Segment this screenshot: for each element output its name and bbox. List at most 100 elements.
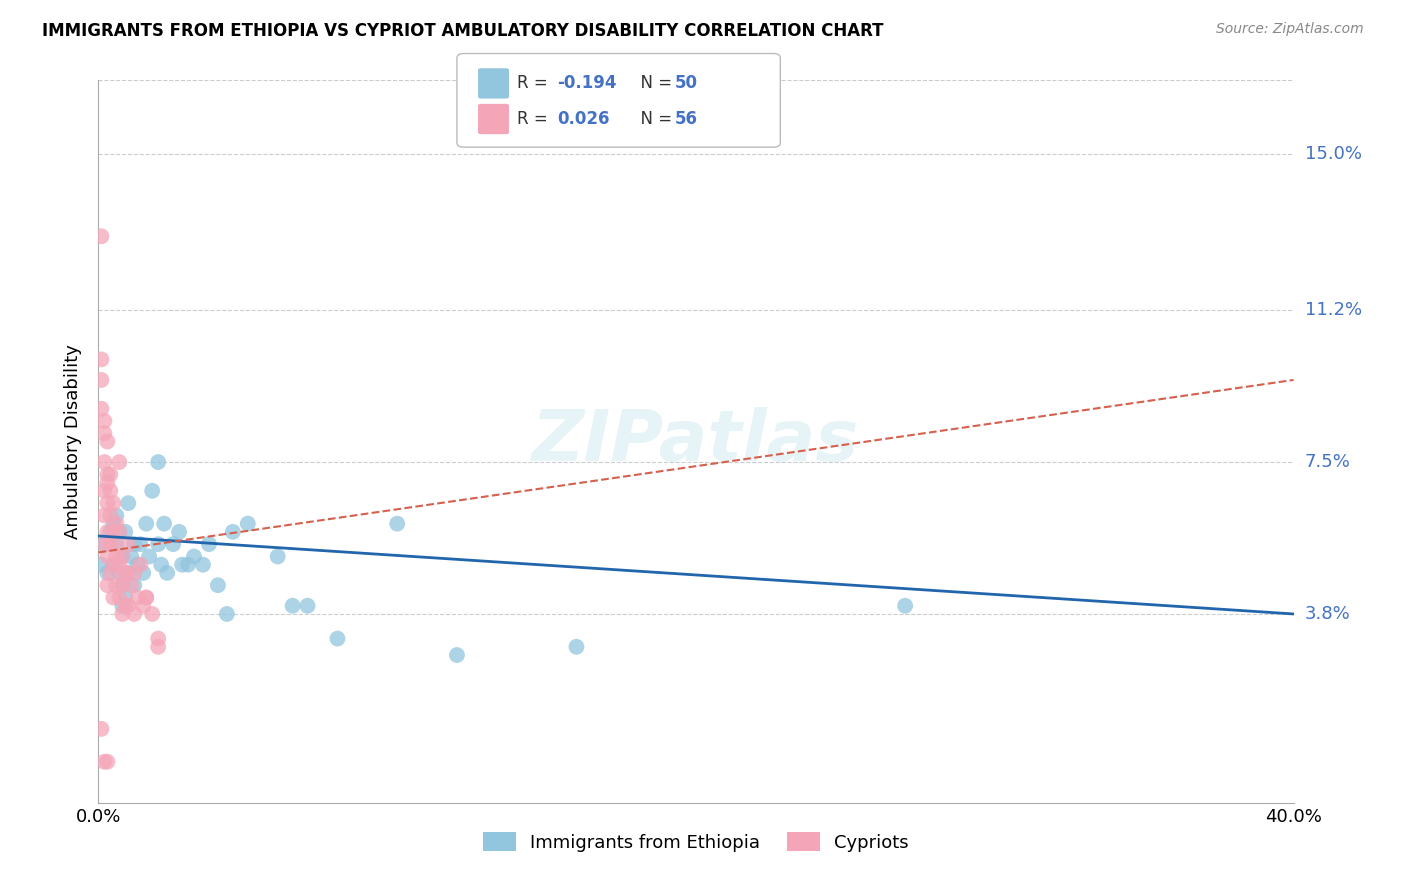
Point	[120, 549, 142, 564]
Point	[326, 632, 349, 646]
Point	[96, 496, 118, 510]
Point	[96, 549, 118, 564]
Point	[124, 537, 146, 551]
Text: 7.5%: 7.5%	[1305, 453, 1351, 471]
Point	[150, 558, 173, 572]
Point	[90, 401, 112, 416]
Point	[138, 549, 160, 564]
Point	[96, 434, 118, 449]
Point	[98, 508, 122, 523]
Point	[153, 516, 176, 531]
Point	[446, 648, 468, 662]
Text: IMMIGRANTS FROM ETHIOPIA VS CYPRIOT AMBULATORY DISABILITY CORRELATION CHART: IMMIGRANTS FROM ETHIOPIA VS CYPRIOT AMBU…	[42, 22, 884, 40]
Text: N =: N =	[630, 110, 678, 128]
Point	[114, 599, 136, 613]
Point	[117, 496, 139, 510]
Point	[148, 632, 170, 646]
Text: 3.8%: 3.8%	[1305, 605, 1350, 623]
Point	[172, 558, 194, 572]
Point	[120, 578, 142, 592]
Point	[129, 537, 152, 551]
Point	[105, 578, 128, 592]
Point	[93, 455, 115, 469]
Point	[114, 591, 136, 605]
Point	[127, 558, 149, 572]
Point	[117, 566, 139, 580]
Point	[98, 524, 122, 539]
Point	[117, 537, 139, 551]
Point	[108, 524, 131, 539]
Point	[894, 599, 917, 613]
Point	[135, 516, 157, 531]
Point	[191, 558, 214, 572]
Point	[297, 599, 319, 613]
Point	[148, 640, 170, 654]
Point	[215, 607, 238, 621]
Text: 15.0%: 15.0%	[1305, 145, 1361, 163]
Point	[135, 591, 157, 605]
Text: -0.194: -0.194	[557, 74, 616, 93]
Point	[105, 549, 128, 564]
Y-axis label: Ambulatory Disability: Ambulatory Disability	[65, 344, 83, 539]
Point	[156, 566, 179, 580]
Point	[132, 599, 155, 613]
Text: 11.2%: 11.2%	[1305, 301, 1362, 319]
Point	[93, 755, 115, 769]
Point	[103, 524, 125, 539]
Point	[111, 578, 134, 592]
Point	[148, 537, 170, 551]
Point	[108, 455, 131, 469]
Point	[90, 722, 112, 736]
Point	[90, 373, 112, 387]
Text: ZIPatlas: ZIPatlas	[533, 407, 859, 476]
Point	[135, 591, 157, 605]
Point	[103, 516, 125, 531]
Point	[93, 414, 115, 428]
Legend: Immigrants from Ethiopia, Cypriots: Immigrants from Ethiopia, Cypriots	[477, 825, 915, 859]
Point	[93, 537, 115, 551]
Point	[167, 524, 190, 539]
Text: 56: 56	[675, 110, 697, 128]
Point	[124, 607, 146, 621]
Point	[108, 524, 131, 539]
Point	[207, 578, 229, 592]
Point	[96, 524, 118, 539]
Point	[103, 496, 125, 510]
Point	[114, 566, 136, 580]
Point	[108, 591, 131, 605]
Point	[111, 578, 134, 592]
Text: R =: R =	[517, 74, 554, 93]
Point	[129, 558, 152, 572]
Point	[105, 508, 128, 523]
Point	[117, 599, 139, 613]
Point	[93, 537, 115, 551]
Point	[103, 591, 125, 605]
Point	[281, 599, 304, 613]
Point	[103, 537, 125, 551]
Point	[114, 566, 136, 580]
Text: 0.026: 0.026	[557, 110, 609, 128]
Point	[98, 467, 122, 482]
Point	[111, 599, 134, 613]
Point	[222, 524, 245, 539]
Text: Source: ZipAtlas.com: Source: ZipAtlas.com	[1216, 22, 1364, 37]
Point	[111, 549, 134, 564]
Point	[141, 607, 163, 621]
Point	[236, 516, 259, 531]
Point	[98, 566, 122, 580]
Point	[93, 508, 115, 523]
Text: R =: R =	[517, 110, 554, 128]
Point	[177, 558, 200, 572]
Point	[183, 549, 205, 564]
Point	[162, 537, 184, 551]
Point	[103, 558, 125, 572]
Point	[111, 607, 134, 621]
Point	[96, 578, 118, 592]
Point	[111, 549, 134, 564]
Point	[108, 558, 131, 572]
Point	[267, 549, 290, 564]
Point	[124, 566, 146, 580]
Point	[565, 640, 588, 654]
Point	[103, 558, 125, 572]
Point	[98, 483, 122, 498]
